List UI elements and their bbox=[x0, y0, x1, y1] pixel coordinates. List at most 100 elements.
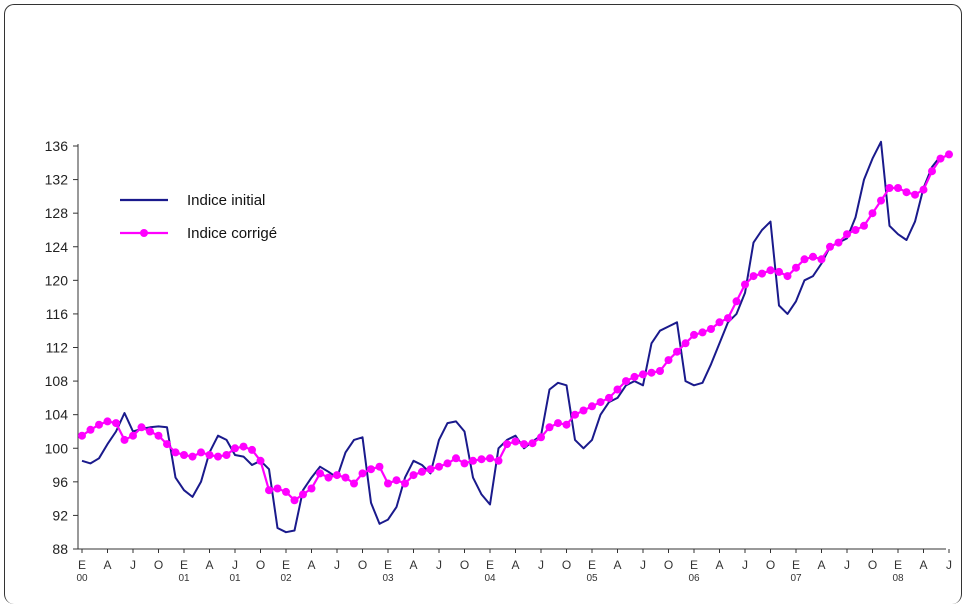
series-2-point bbox=[129, 431, 137, 440]
series-2-point bbox=[639, 370, 647, 379]
series-2-point bbox=[358, 469, 367, 478]
x-tick-label: E bbox=[384, 558, 392, 572]
series-2-point bbox=[919, 185, 928, 194]
y-tick-label: 108 bbox=[45, 373, 69, 389]
x-tick-label: A bbox=[613, 558, 621, 572]
x-tick-label: O bbox=[460, 558, 469, 572]
series-2-point bbox=[409, 471, 418, 480]
x-tick-label: O bbox=[766, 558, 775, 572]
series-2-point bbox=[180, 451, 188, 459]
series-2-point bbox=[860, 221, 868, 230]
series-2-point bbox=[605, 393, 613, 402]
series-2-point bbox=[316, 469, 324, 478]
x-year-label: 01 bbox=[229, 573, 241, 584]
y-tick-label: 96 bbox=[52, 474, 68, 490]
x-year-label: 03 bbox=[382, 573, 394, 584]
series-2-point bbox=[392, 476, 401, 485]
series-2-point bbox=[537, 433, 545, 442]
x-tick-label: E bbox=[282, 558, 290, 572]
series-2-point bbox=[324, 473, 333, 482]
series-2-point bbox=[171, 448, 180, 457]
series-2-point bbox=[664, 356, 673, 365]
x-year-label: 06 bbox=[688, 573, 700, 584]
series-2-point bbox=[341, 473, 350, 482]
y-tick-label: 92 bbox=[52, 507, 68, 523]
x-year-label: 05 bbox=[586, 573, 598, 584]
series-2-point bbox=[477, 455, 486, 464]
series-2-point bbox=[426, 465, 435, 474]
series-2-point bbox=[401, 479, 409, 488]
legend-label-2: Indice corrigé bbox=[187, 225, 277, 242]
y-tick-label: 88 bbox=[52, 541, 68, 557]
x-tick-label: J bbox=[130, 558, 136, 572]
series-2-point bbox=[945, 150, 953, 159]
series-2-point bbox=[936, 154, 945, 163]
series-2-point bbox=[375, 462, 384, 471]
series-2-point bbox=[163, 440, 171, 449]
series-2-point bbox=[554, 419, 562, 428]
x-tick-label: E bbox=[78, 558, 86, 572]
x-year-label: 02 bbox=[280, 573, 292, 584]
series-2-point bbox=[885, 184, 894, 192]
series-2-point bbox=[273, 484, 282, 493]
series-2-point bbox=[214, 452, 222, 461]
series-2-point bbox=[452, 454, 460, 463]
series-2-point bbox=[902, 188, 911, 197]
series-2-point bbox=[460, 459, 469, 468]
series-2-point bbox=[656, 367, 664, 375]
x-tick-label: O bbox=[358, 558, 367, 572]
x-tick-label: A bbox=[307, 558, 315, 572]
series-2-point bbox=[231, 444, 239, 453]
series-2-point bbox=[579, 406, 588, 415]
series-2-point bbox=[486, 454, 494, 463]
x-tick-label: A bbox=[103, 558, 111, 572]
x-year-label: 01 bbox=[178, 573, 190, 584]
series-2-point bbox=[239, 442, 248, 451]
series-2-point bbox=[265, 486, 273, 495]
series-2-point bbox=[103, 417, 112, 426]
x-tick-label: E bbox=[690, 558, 698, 572]
chart-legend: Indice initial Indice corrigé bbox=[120, 192, 277, 242]
series-2-point bbox=[834, 238, 843, 247]
series-2-point bbox=[622, 377, 630, 386]
series-2-point bbox=[715, 318, 724, 327]
x-year-label: 00 bbox=[76, 573, 88, 584]
series-2-point bbox=[698, 328, 707, 337]
x-tick-label: E bbox=[486, 558, 494, 572]
series-2-point bbox=[222, 451, 231, 459]
series-2-point bbox=[384, 479, 392, 488]
x-tick-label: O bbox=[664, 558, 673, 572]
series-2-point bbox=[673, 347, 681, 356]
x-tick-label: J bbox=[742, 558, 748, 572]
series-2-point bbox=[545, 423, 554, 432]
x-tick-label: J bbox=[436, 558, 442, 572]
series-2-point bbox=[435, 462, 443, 471]
series-line-1 bbox=[81, 140, 942, 534]
chart-frame bbox=[4, 4, 962, 604]
y-tick-label: 132 bbox=[45, 172, 69, 188]
series-2-point bbox=[503, 440, 511, 449]
series-2-point bbox=[282, 487, 290, 496]
x-tick-label: A bbox=[919, 558, 927, 572]
x-tick-label: O bbox=[868, 558, 877, 572]
series-2-point bbox=[588, 402, 596, 411]
series-2-point bbox=[367, 465, 375, 474]
series-2-point bbox=[469, 456, 477, 465]
series-2-point bbox=[86, 425, 95, 434]
x-tick-label: J bbox=[334, 558, 340, 572]
series-2-point bbox=[877, 196, 885, 205]
series-2-point bbox=[851, 226, 860, 234]
series-2-point bbox=[350, 479, 358, 488]
series-2-point bbox=[707, 325, 715, 333]
y-tick-label: 124 bbox=[45, 239, 69, 255]
series-2-point bbox=[248, 445, 256, 454]
series-2-point bbox=[290, 496, 299, 505]
series-2-point bbox=[528, 439, 537, 448]
x-tick-label: O bbox=[562, 558, 571, 572]
y-tick-label: 100 bbox=[45, 440, 69, 456]
series-2-point bbox=[826, 242, 834, 251]
series-2-point bbox=[817, 255, 826, 264]
x-tick-label: A bbox=[205, 558, 213, 572]
series-2-point bbox=[78, 431, 86, 440]
